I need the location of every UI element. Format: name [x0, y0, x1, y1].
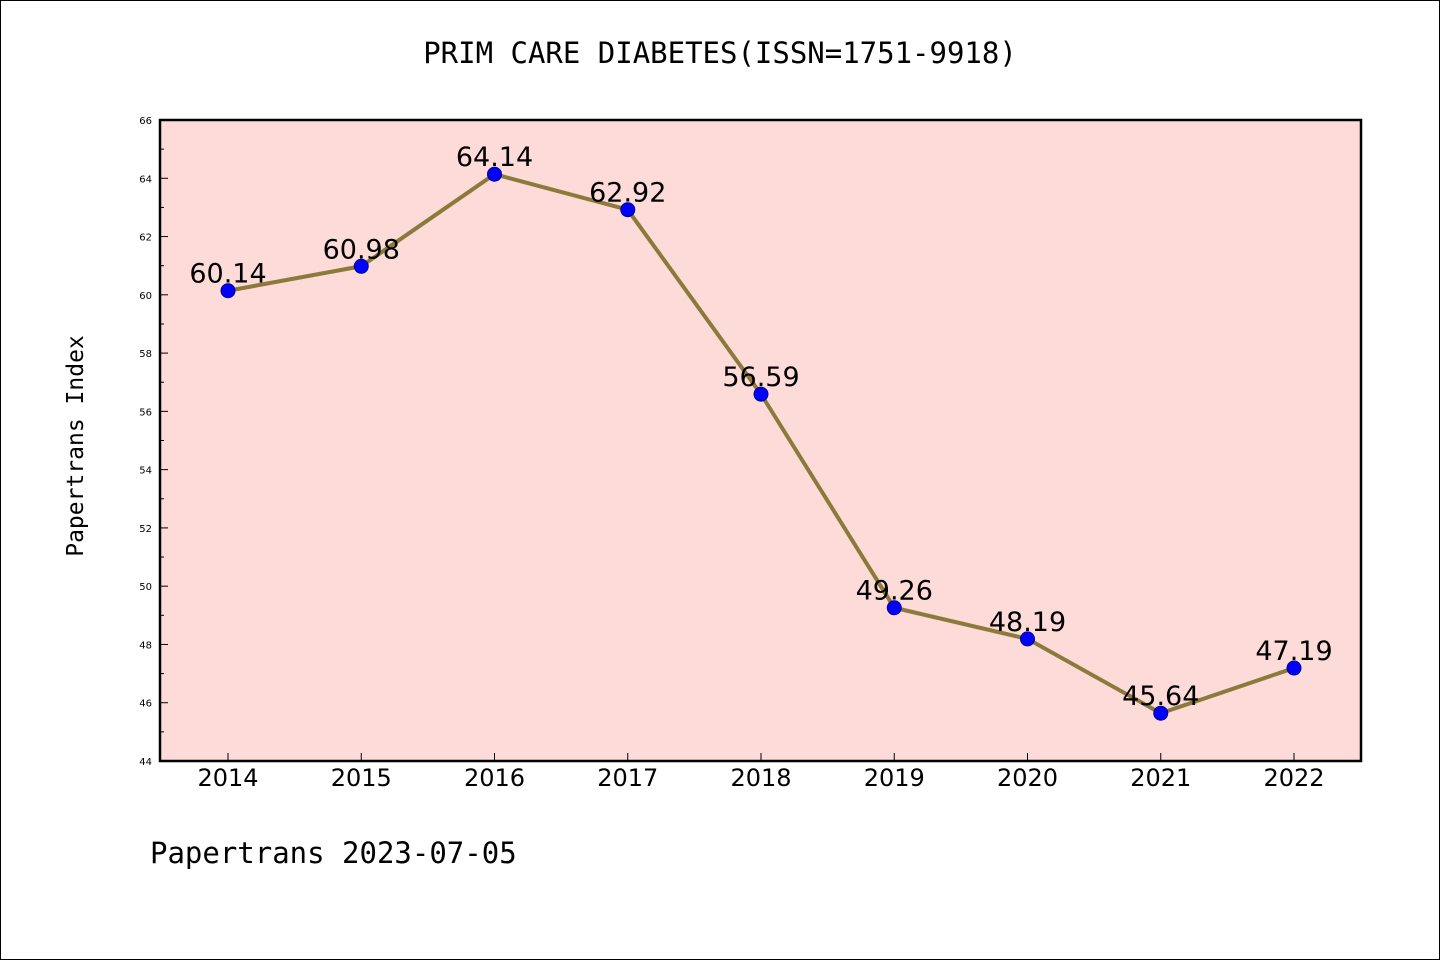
data-label: 62.92 [589, 178, 666, 209]
x-axis: 2014 2015 2016 2017 2018 2019 2020 2021 2022 [197, 753, 1325, 792]
y-tick-label: 60 [139, 291, 152, 302]
x-tick-label: 2018 [730, 764, 791, 792]
y-tick-label: 52 [139, 524, 152, 535]
x-tick-label: 2022 [1263, 764, 1324, 792]
y-tick-label: 54 [139, 466, 152, 477]
x-tick-label: 2015 [331, 764, 392, 792]
data-label: 45.64 [1122, 681, 1199, 712]
data-label: 60.98 [323, 234, 400, 265]
data-point [886, 600, 902, 616]
y-tick-label: 56 [139, 407, 152, 418]
data-point [1020, 631, 1035, 647]
x-tick-label: 2017 [597, 764, 658, 792]
y-tick-label: 64 [139, 174, 152, 185]
data-label: 48.19 [989, 607, 1066, 638]
series: 60.14 60.98 64.14 62.92 56.59 49.26 48.19 45.64… [189, 142, 1333, 721]
x-tick-label: 2019 [864, 764, 925, 792]
data-label: 49.26 [856, 576, 933, 607]
data-point [353, 258, 369, 274]
data-point [1153, 705, 1169, 721]
data-point [487, 166, 502, 182]
y-tick-label: 50 [139, 582, 152, 593]
y-tick-label: 48 [139, 640, 152, 651]
data-label: 47.19 [1255, 636, 1332, 667]
data-label: 60.14 [189, 259, 266, 290]
x-tick-label: 2020 [997, 764, 1058, 792]
x-tick-label: 2016 [464, 764, 525, 792]
y-tick-label: 66 [139, 116, 152, 127]
plot-border [158, 118, 1363, 763]
y-tick-label: 58 [139, 349, 152, 360]
y-tick-label: 44 [139, 757, 152, 768]
data-point [620, 202, 636, 218]
data-point [1286, 660, 1302, 676]
plot-area [160, 120, 1361, 761]
y-axis: 44 46 48 50 52 54 56 58 60 62 64 66 [139, 116, 168, 768]
footer-text: Papertrans 2023-07-05 [150, 836, 517, 870]
data-label: 56.59 [722, 362, 799, 393]
x-tick-label: 2021 [1130, 764, 1191, 792]
data-point [753, 386, 769, 402]
data-point [220, 283, 236, 299]
data-label: 64.14 [456, 142, 533, 173]
y-tick-label: 62 [139, 233, 152, 244]
y-tick-label: 46 [139, 699, 152, 710]
chart-title: PRIM CARE DIABETES(ISSN=1751-9918) [423, 36, 1017, 70]
x-tick-label: 2014 [197, 764, 258, 792]
